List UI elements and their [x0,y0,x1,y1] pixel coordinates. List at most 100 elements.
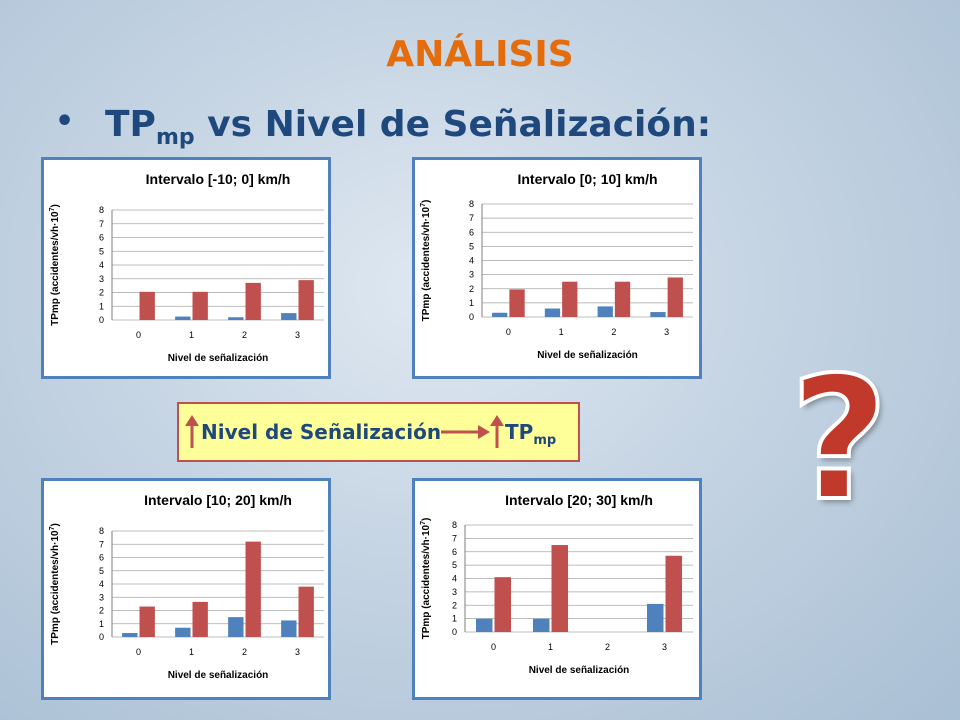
y-axis-label-end: ) [50,204,61,207]
callout-arrows [185,415,504,448]
bar-blue [228,317,244,320]
y-axis-label-main: TPmp (accidentes/vh·10 [421,206,432,321]
x-tick-label: 3 [295,647,300,657]
x-tick-label: 2 [242,330,247,340]
bar-blue [492,312,508,317]
chart-title: Intervalo [10; 20] km/h [144,492,292,508]
y-axis-label-sup: 7 [420,521,427,525]
y-tick-label: 7 [99,219,104,229]
y-axis-label: TPmp (accidentes/vh·107) [420,518,432,640]
bar-red [551,545,569,632]
x-axis-label: Nivel de señalización [529,665,630,676]
y-axis-label-main: TPmp (accidentes/vh·10 [50,211,61,326]
y-tick-label: 1 [99,619,104,629]
y-tick-label: 7 [469,213,474,223]
y-axis-label-main: TPmp (accidentes/vh·10 [50,530,61,645]
x-tick-label: 0 [491,642,496,652]
x-tick-label: 2 [242,647,247,657]
y-tick-label: 4 [99,579,104,589]
bar-blue [597,306,613,317]
bar-red [562,281,578,317]
bar-blue [650,312,666,317]
bar-red [298,280,314,320]
bar-blue [532,618,550,632]
y-tick-label: 0 [469,312,474,322]
x-tick-label: 1 [559,327,564,337]
y-tick-label: 3 [99,592,104,602]
y-tick-label: 6 [469,227,474,237]
y-tick-label: 7 [452,533,457,543]
y-tick-label: 3 [469,270,474,280]
x-tick-label: 0 [136,330,141,340]
y-axis-label-sup: 7 [49,526,56,530]
bar-blue [175,627,191,637]
chart-title: Intervalo [20; 30] km/h [505,492,653,508]
y-tick-label: 6 [452,547,457,557]
arrow-up-right-head-icon [490,415,504,426]
question-mark-icon: ? [788,341,891,539]
chart-1-svg: Intervalo [-10; 0] km/h 0 1 2 3 4 5 6 7 8 0 1 2 3 Nive… [49,171,324,364]
y-axis-label: TPmp (accidentes/vh·107) [420,200,432,322]
bullet-dot: • [55,104,75,139]
chart-panel-2: Intervalo [0; 10] km/h 0 1 2 3 4 5 6 7 8 0 1 2 3 Nivel… [412,157,702,379]
x-tick-label: 3 [662,642,667,652]
x-tick-label: 3 [664,327,669,337]
y-tick-label: 1 [452,614,457,624]
y-tick-label: 2 [99,606,104,616]
y-axis-label-end: ) [421,518,432,521]
arrow-right-head-icon [478,425,490,439]
y-tick-label: 7 [99,539,104,549]
y-tick-label: 2 [469,284,474,294]
bar-red [245,541,261,637]
bullet-rest: vs Nivel de Señalización: [194,104,712,145]
arrow-up-left-head-icon [185,415,199,426]
y-tick-label: 2 [452,600,457,610]
bar-red [245,282,261,320]
bar-red [494,577,512,632]
y-tick-label: 2 [99,288,104,298]
bullet-tp: TP [105,104,156,145]
bar-red [298,586,314,637]
x-tick-label: 0 [136,647,141,657]
y-axis-label: TPmp (accidentes/vh·107) [49,523,61,645]
chart-panel-4: Intervalo [20; 30] km/h 0 1 2 3 4 5 6 7 8 0 1 2 3 Nive… [412,478,702,700]
bar-red [509,289,525,317]
chart-title: Intervalo [0; 10] km/h [517,171,657,187]
x-tick-label: 2 [605,642,610,652]
bar-blue [228,617,244,637]
y-tick-label: 6 [99,233,104,243]
y-tick-label: 8 [99,205,104,215]
y-axis-label-main: TPmp (accidentes/vh·10 [421,524,432,639]
y-tick-label: 1 [469,298,474,308]
callout-left-text: Nivel de Señalización [201,420,442,444]
callout-right-text: TPmp [505,420,556,448]
x-tick-label: 1 [189,330,194,340]
bar-blue [281,313,297,320]
y-tick-label: 3 [452,587,457,597]
bar-blue [475,618,493,632]
bullet-text: TPmp vs Nivel de Señalización: [105,104,711,150]
y-axis-label-sup: 7 [420,203,427,207]
y-tick-label: 5 [99,566,104,576]
bar-red [192,291,208,320]
y-tick-label: 1 [99,301,104,311]
y-tick-label: 0 [99,315,104,325]
y-tick-label: 4 [469,256,474,266]
y-tick-label: 8 [99,526,104,536]
chart-panel-3: Intervalo [10; 20] km/h 0 1 2 3 4 5 6 7 8 0 1 2 3 Nive… [41,478,331,700]
slide-title: ANÁLISIS [386,34,574,75]
y-tick-label: 8 [452,520,457,530]
y-tick-label: 4 [452,574,457,584]
bar-red [614,281,631,317]
callout-tp-sub: mp [533,433,557,448]
x-axis-label: Nivel de señalización [168,670,269,681]
x-tick-label: 0 [506,327,511,337]
y-tick-label: 5 [469,241,474,251]
bullet-tp-sub: mp [155,125,195,151]
y-tick-label: 0 [452,627,457,637]
bar-red [665,555,683,632]
y-tick-label: 6 [99,553,104,563]
bar-red [139,606,155,637]
bar-blue [281,620,297,637]
y-axis-label-end: ) [50,523,61,526]
